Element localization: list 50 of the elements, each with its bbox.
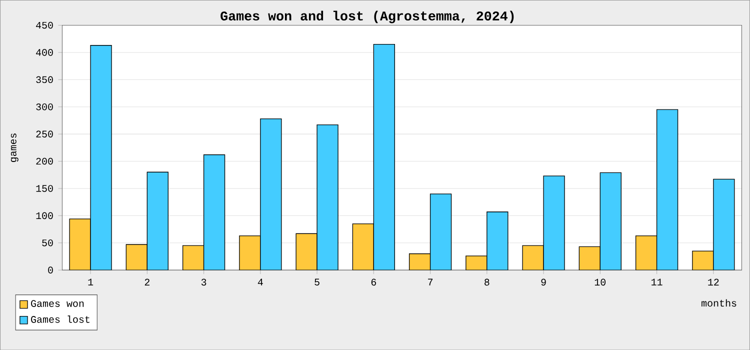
bar xyxy=(296,233,318,270)
bar xyxy=(430,194,452,270)
bar xyxy=(317,124,338,270)
bar xyxy=(486,212,508,270)
bar xyxy=(90,45,112,270)
bar xyxy=(239,236,260,270)
y-tick-label: 300 xyxy=(36,103,53,110)
y-tick-label: 150 xyxy=(36,184,53,192)
y-tick-label: 400 xyxy=(36,48,53,56)
bar xyxy=(409,254,430,270)
x-tick-label: 5 xyxy=(314,278,320,286)
x-tick-label: 4 xyxy=(258,278,263,286)
x-tick-label: 11 xyxy=(652,278,662,286)
y-tick-label: 450 xyxy=(36,22,53,29)
bar xyxy=(374,44,395,270)
bar xyxy=(182,245,204,270)
y-tick-label: 100 xyxy=(36,212,53,219)
x-tick-label: 1 xyxy=(88,278,94,286)
bar xyxy=(579,246,600,270)
bar xyxy=(352,224,374,270)
x-tick-label: 9 xyxy=(541,278,546,286)
x-tick-label: 3 xyxy=(201,278,206,286)
bar xyxy=(126,244,148,270)
bar xyxy=(204,154,225,270)
y-tick-label: 50 xyxy=(42,239,53,246)
y-axis-title: games xyxy=(10,133,18,162)
x-axis-title: months xyxy=(702,299,736,306)
y-tick-label: 200 xyxy=(36,158,53,165)
bar xyxy=(636,236,657,270)
legend-label: Games won xyxy=(31,300,84,307)
x-tick-label: 7 xyxy=(428,278,433,286)
legend-label: Games lost xyxy=(31,315,90,323)
bar xyxy=(260,118,282,270)
bar xyxy=(544,176,565,270)
y-tick-label: 0 xyxy=(48,266,53,274)
x-tick-label: 12 xyxy=(708,278,719,286)
bar xyxy=(713,178,735,270)
y-tick-label: 350 xyxy=(36,76,53,83)
bar xyxy=(147,172,168,270)
bar xyxy=(600,172,622,270)
y-tick-label: 250 xyxy=(36,130,53,138)
x-tick-label: 8 xyxy=(484,278,490,286)
bar xyxy=(522,245,544,270)
bar xyxy=(692,250,714,270)
x-tick-label: 6 xyxy=(371,278,376,286)
bar xyxy=(656,109,678,270)
x-tick-label: 2 xyxy=(144,278,150,286)
chart-title: Games won and lost (Agrostemma, 2024) xyxy=(220,10,514,24)
x-tick-label: 10 xyxy=(594,278,606,286)
bar xyxy=(70,218,91,270)
